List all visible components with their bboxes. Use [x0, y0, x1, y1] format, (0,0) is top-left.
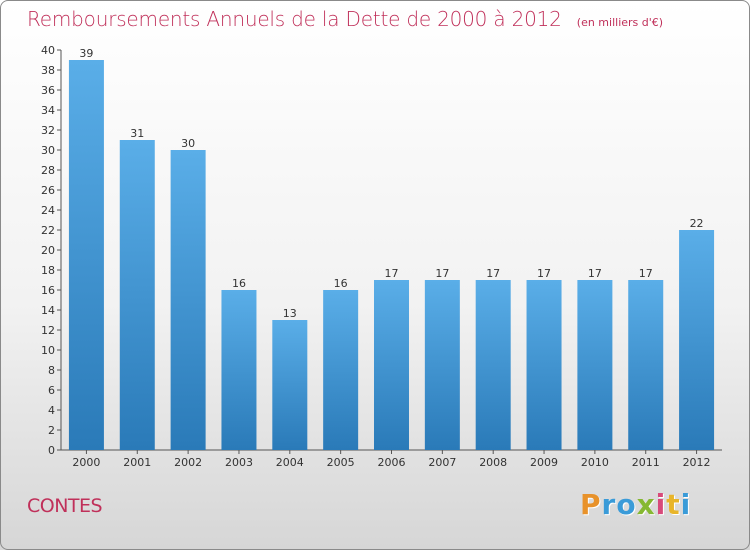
data-label-2010: 17	[588, 267, 602, 280]
y-tick-label: 28	[41, 164, 55, 177]
y-tick-label: 32	[41, 124, 55, 137]
commune-name: CONTES	[27, 495, 103, 517]
logo-letter: r	[601, 488, 617, 521]
data-label-2011: 17	[639, 267, 653, 280]
data-label-2002: 30	[181, 137, 195, 150]
x-tick-label-2007: 2007	[428, 456, 456, 469]
bar-2008	[475, 280, 511, 450]
bar-2003	[221, 290, 257, 450]
y-tick-label: 26	[41, 184, 55, 197]
x-tick-label-2005: 2005	[327, 456, 355, 469]
x-tick-label-2000: 2000	[72, 456, 100, 469]
x-tick-label-2006: 2006	[378, 456, 406, 469]
y-tick-label: 8	[48, 364, 55, 377]
bar-2002	[170, 150, 206, 450]
data-label-2005: 16	[334, 277, 348, 290]
y-tick-label: 18	[41, 264, 55, 277]
bar-2000	[68, 60, 104, 450]
y-tick-label: 6	[48, 384, 55, 397]
data-label-2003: 16	[232, 277, 246, 290]
bar-2011	[628, 280, 664, 450]
bar-2005	[323, 290, 359, 450]
y-tick-label: 36	[41, 84, 55, 97]
chart-subtitle: (en milliers d'€)	[576, 16, 664, 29]
proxiti-logo: Proxiti	[580, 488, 691, 521]
y-tick-label: 22	[41, 224, 55, 237]
logo-letter: x	[636, 488, 656, 521]
y-tick-label: 10	[41, 344, 55, 357]
logo-letter: P	[580, 488, 602, 521]
chart-title-row: Remboursements Annuels de la Dette de 20…	[27, 7, 663, 31]
data-label-2004: 13	[283, 307, 297, 320]
bar-2001	[119, 140, 155, 450]
logo-letter: o	[616, 488, 637, 521]
y-tick-label: 34	[41, 104, 55, 117]
data-label-2008: 17	[486, 267, 500, 280]
y-tick-label: 14	[41, 304, 55, 317]
logo-letter: i	[680, 488, 692, 521]
bar-2009	[526, 280, 562, 450]
x-tick-label-2004: 2004	[276, 456, 304, 469]
bar-2010	[577, 280, 613, 450]
bar-2006	[374, 280, 409, 450]
x-tick-label-2011: 2011	[632, 456, 660, 469]
y-tick-label: 0	[48, 444, 55, 457]
y-tick-label: 20	[41, 244, 55, 257]
y-tick-label: 4	[48, 404, 55, 417]
y-tick-label: 30	[41, 144, 55, 157]
x-tick-label-2001: 2001	[123, 456, 151, 469]
chart-title: Remboursements Annuels de la Dette de 20…	[27, 7, 562, 31]
data-label-2006: 17	[385, 267, 399, 280]
y-tick-label: 38	[41, 64, 55, 77]
x-tick-label-2012: 2012	[683, 456, 711, 469]
data-label-2007: 17	[435, 267, 449, 280]
bar-2007	[424, 280, 460, 450]
logo-letter: t	[666, 488, 681, 521]
x-tick-label-2008: 2008	[479, 456, 507, 469]
y-tick-label: 2	[48, 424, 55, 437]
bar-2012	[679, 230, 715, 450]
data-label-2009: 17	[537, 267, 551, 280]
logo-letter: i	[655, 488, 667, 521]
data-label-2000: 39	[79, 47, 93, 60]
y-tick-label: 16	[41, 284, 55, 297]
y-tick-label: 24	[41, 204, 55, 217]
y-tick-label: 12	[41, 324, 55, 337]
x-tick-label-2009: 2009	[530, 456, 558, 469]
bar-2004	[272, 320, 308, 450]
x-tick-label-2002: 2002	[174, 456, 202, 469]
y-tick-label: 40	[41, 44, 55, 57]
x-tick-label-2003: 2003	[225, 456, 253, 469]
data-label-2012: 22	[690, 217, 704, 230]
x-tick-label-2010: 2010	[581, 456, 609, 469]
data-label-2001: 31	[130, 127, 144, 140]
